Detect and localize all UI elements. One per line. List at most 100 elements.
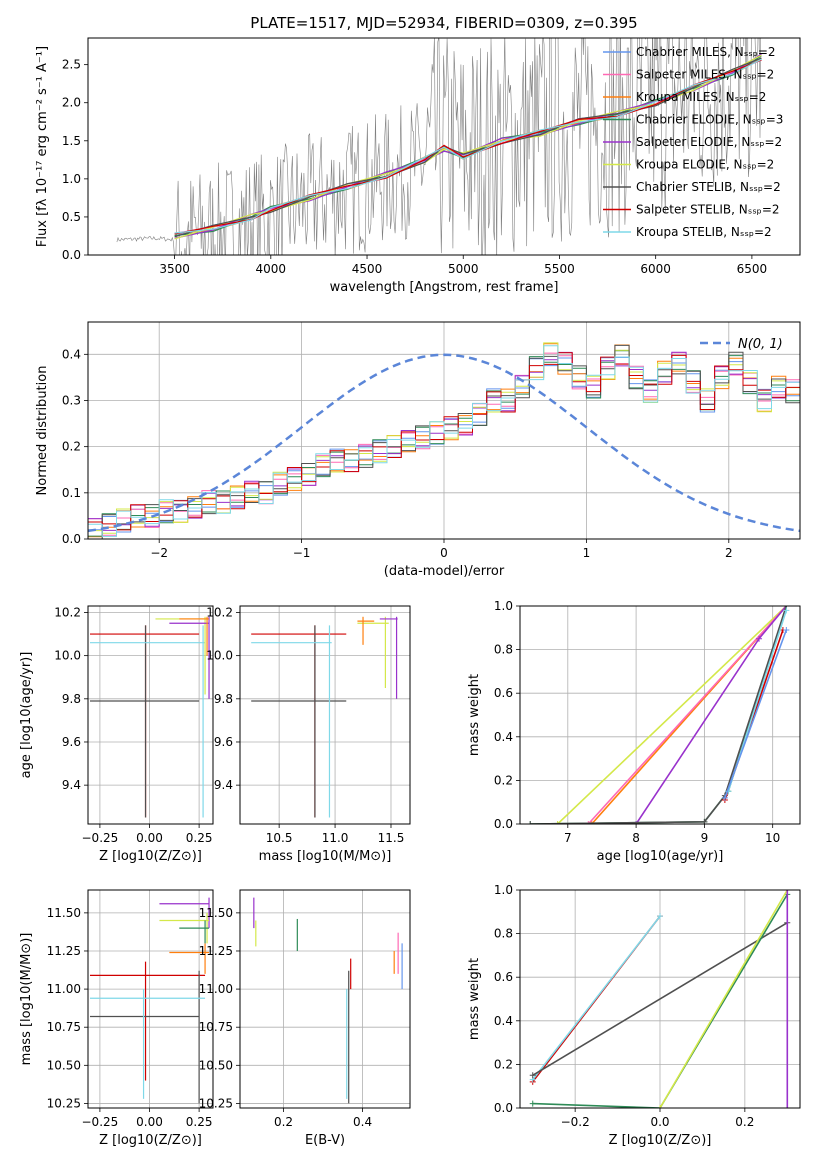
legend-label: Chabrier MILES, Nₛₛₚ=2 — [636, 45, 776, 59]
plot-area — [116, 38, 762, 255]
y-tick-label: 2.5 — [62, 58, 81, 72]
y-tick-label: 10.50 — [47, 1058, 81, 1072]
gaussian-curve — [88, 353, 800, 533]
axes-frame — [87, 605, 214, 825]
panel-mass-vs-EBV: 0.2 0.4 10.25 10.50 10.75 11.00 11.25 11.50 E(B-… — [199, 889, 411, 1148]
model-line-8 — [174, 59, 762, 235]
x-tick-label: 10.5 — [266, 831, 293, 845]
y-axis-label: mass [log10(M/M⊙)] — [19, 933, 34, 1066]
plot-area — [88, 606, 213, 824]
axes-frame — [519, 889, 801, 1109]
x-tick-label: 10 — [765, 831, 780, 845]
x-axis-label: Z [log10(Z/Z⊙)] — [99, 849, 202, 864]
y-tick-label: 9.8 — [214, 692, 233, 706]
panel-age-vs-Z: −0.25 0.00 0.25 9.4 9.6 9.8 10.0 10.2 Z [log10(Z… — [19, 605, 214, 864]
x-axis-label: Z [log10(Z/Z⊙)] — [609, 1133, 712, 1148]
y-tick-label: 10.2 — [54, 605, 81, 619]
y-axis-label: mass weight — [467, 958, 482, 1040]
y-tick-label: 0.2 — [494, 1057, 513, 1071]
y-tick-label: 0.0 — [62, 532, 81, 546]
x-tick-label: 0.00 — [136, 1115, 163, 1129]
panel-massweight-vs-age: 7 8 9 10 0.0 0.2 0.4 0.6 0.8 1.0 age [log10(age/yr… — [467, 599, 801, 864]
weight-marker — [783, 607, 790, 614]
y-tick-label: 0.3 — [62, 393, 81, 407]
x-axis-label: age [log10(age/yr)] — [597, 849, 724, 864]
histogram-step-9 — [88, 345, 800, 537]
x-axis-label: mass [log10(M/M⊙)] — [259, 849, 392, 864]
y-tick-label: 11.50 — [47, 906, 81, 920]
x-tick-label: 6000 — [640, 262, 671, 276]
weight-line-2 — [532, 915, 661, 1081]
y-tick-label: 0.6 — [494, 686, 513, 700]
weight-line-6 — [530, 606, 788, 824]
y-axis-label: mass weight — [467, 674, 482, 756]
weight-line-1 — [557, 606, 787, 824]
model-line-9 — [174, 58, 762, 234]
axes-frame — [519, 605, 801, 825]
panels: 3500 4000 4500 5000 5500 6000 6500 0.0 0.5 1.0 1.5… — [19, 37, 801, 1148]
y-tick-label: 11.25 — [199, 944, 233, 958]
y-tick-label: 1.0 — [494, 883, 513, 897]
y-tick-label: 2.0 — [62, 96, 81, 110]
panel-spectrum: 3500 4000 4500 5000 5500 6000 6500 0.0 0.5 1.0 1.5… — [35, 37, 801, 295]
x-axis-label: wavelength [Angstrom, rest frame] — [330, 280, 559, 295]
x-tick-label: 1 — [583, 546, 591, 560]
y-tick-label: 10.0 — [54, 649, 81, 663]
weight-marker — [721, 794, 728, 801]
y-tick-label: 9.8 — [62, 692, 81, 706]
y-tick-label: 1.0 — [62, 172, 81, 186]
y-axis-label: Normed distribution — [35, 366, 50, 496]
x-tick-label: −2 — [150, 546, 168, 560]
axes-frame — [239, 889, 411, 1109]
y-tick-label: 10.75 — [47, 1020, 81, 1034]
y-tick-label: 0.1 — [62, 486, 81, 500]
y-tick-label: 0.4 — [494, 730, 513, 744]
legend-label: Salpeter MILES, Nₛₛₚ=2 — [636, 68, 774, 82]
legend-label: Chabrier STELIB, Nₛₛₚ=2 — [636, 180, 781, 194]
x-tick-label: 0.2 — [274, 1115, 293, 1129]
x-tick-label: −0.25 — [82, 1115, 119, 1129]
observed-spectrum-line — [116, 38, 762, 255]
x-tick-label: 8 — [632, 831, 640, 845]
y-tick-label: 9.4 — [214, 778, 233, 792]
y-tick-label: 0.0 — [62, 248, 81, 262]
weight-line-4 — [635, 606, 787, 824]
y-tick-label: 0.4 — [494, 1014, 513, 1028]
panel-massweight-vs-Z: −0.2 0.0 0.2 0.0 0.2 0.4 0.6 0.8 1.0 Z [log10(Z/Z… — [467, 883, 801, 1148]
weight-marker — [784, 890, 791, 893]
y-tick-label: 10.50 — [199, 1058, 233, 1072]
x-axis-label: E(B-V) — [305, 1133, 345, 1148]
x-axis-label: Z [log10(Z/Z⊙)] — [99, 1133, 202, 1148]
x-tick-label: −0.2 — [561, 1115, 590, 1129]
x-tick-label: 0.25 — [186, 1115, 213, 1129]
weight-marker — [585, 821, 592, 824]
panel-mass-vs-Z: −0.25 0.00 0.25 10.25 10.50 10.75 11.00 11.25 11… — [19, 889, 214, 1148]
y-tick-label: 9.4 — [62, 778, 81, 792]
plot-area — [520, 890, 800, 1108]
y-tick-label: 10.25 — [47, 1096, 81, 1110]
x-tick-label: 4000 — [256, 262, 287, 276]
weight-marker — [527, 821, 534, 824]
weight-line-3 — [532, 922, 788, 1076]
y-tick-label: 9.6 — [214, 735, 233, 749]
x-tick-label: 4500 — [352, 262, 383, 276]
weight-marker — [529, 1100, 536, 1107]
y-tick-label: 0.6 — [494, 970, 513, 984]
weight-line-9 — [724, 629, 788, 799]
weight-marker — [783, 626, 790, 633]
panel-residuals: −2 −1 0 1 2 0.0 0.1 0.2 0.3 0.4 (data-model)/error… — [35, 321, 801, 579]
plot-area — [88, 890, 213, 1108]
legend-label: Salpeter STELIB, Nₛₛₚ=2 — [636, 203, 780, 217]
x-tick-label: 0 — [440, 546, 448, 560]
x-tick-label: 2 — [725, 546, 733, 560]
y-tick-label: 0.8 — [494, 643, 513, 657]
axes-frame — [239, 605, 411, 825]
x-tick-label: 5500 — [544, 262, 575, 276]
x-tick-label: 0.25 — [186, 831, 213, 845]
weight-line-5 — [659, 890, 788, 1108]
axes-frame — [87, 37, 801, 256]
legend-label: N(0, 1) — [738, 337, 783, 352]
weight-marker — [784, 1105, 791, 1108]
y-tick-label: 11.25 — [47, 944, 81, 958]
